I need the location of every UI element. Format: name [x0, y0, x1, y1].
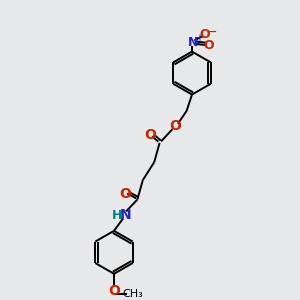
- Text: CH₃: CH₃: [122, 289, 143, 299]
- Text: O: O: [108, 284, 120, 298]
- Text: O: O: [199, 28, 210, 41]
- Text: O: O: [169, 119, 181, 134]
- Text: O: O: [119, 187, 131, 201]
- Text: +: +: [195, 34, 203, 44]
- Text: H: H: [112, 208, 122, 221]
- Text: N: N: [120, 208, 131, 222]
- Text: N: N: [188, 36, 198, 49]
- Text: −: −: [208, 27, 217, 37]
- Text: O: O: [144, 128, 156, 142]
- Text: O: O: [203, 38, 214, 52]
